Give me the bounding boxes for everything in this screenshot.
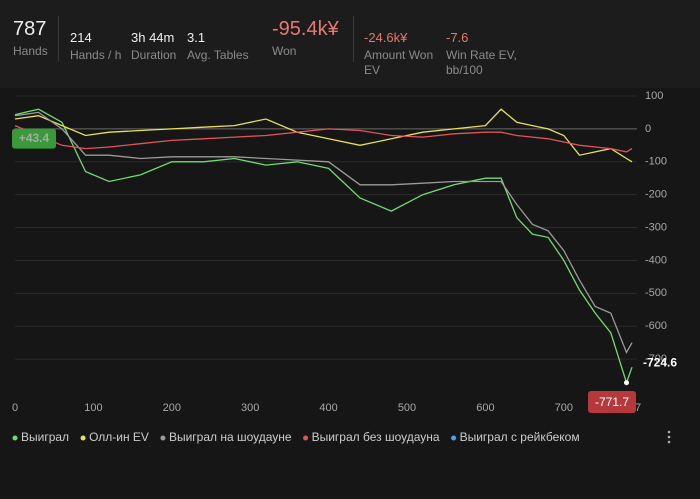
annotation-box: [12, 128, 56, 149]
stat: 3h 44m Duration: [131, 30, 176, 63]
stat-value: -95.4k¥: [272, 18, 339, 40]
stat-label: Avg. Tables: [187, 48, 249, 62]
x-tick-label: 0: [12, 402, 18, 414]
legend-dot: [303, 435, 309, 441]
stat-label: Won: [272, 44, 297, 58]
stat: 3.1 Avg. Tables: [187, 30, 249, 63]
separator: [58, 16, 59, 62]
legend-label: Выиграл: [21, 430, 69, 444]
x-tick-label: 200: [163, 402, 181, 414]
legend-item: Выиграл: [12, 430, 69, 444]
x-tick-label: 300: [241, 402, 259, 414]
stat-label: Win Rate EV, bb/100: [446, 48, 517, 77]
stat-value: 787: [13, 18, 47, 40]
stat: 787 Hands: [13, 18, 48, 59]
stat-value: -24.6k¥: [364, 30, 408, 45]
y-tick-label: -300: [645, 221, 667, 233]
stat-label: Hands: [13, 44, 48, 58]
legend-item: Выиграл с рейкбеком: [451, 430, 580, 444]
y-tick-label: -700: [645, 353, 667, 365]
series-line: [14, 108, 633, 163]
y-tick-label: 0: [645, 123, 651, 135]
legend-item: Олл-ин EV: [80, 430, 149, 444]
stat: 214 Hands / h: [70, 30, 121, 63]
y-tick-label: 100: [645, 90, 663, 102]
x-tick-label: 400: [319, 402, 337, 414]
annotation-box: [588, 391, 636, 413]
y-tick-label: -100: [645, 156, 667, 168]
annotation: -724.6: [643, 355, 677, 369]
stat-value: 3h 44m: [131, 30, 175, 45]
x-tick-label: 700: [555, 402, 573, 414]
x-tick-label: 100: [84, 402, 102, 414]
series-line: [14, 111, 633, 355]
stat: -7.6 Win Rate EV, bb/100: [446, 30, 520, 78]
stat: -24.6k¥ Amount Won EV: [364, 30, 442, 78]
y-tick-label: -400: [645, 254, 667, 266]
series-line: [14, 108, 633, 385]
stat-value: 214: [70, 30, 92, 45]
series-line: [14, 125, 633, 153]
legend-dot: [160, 435, 166, 441]
stat-label: Amount Won EV: [364, 48, 434, 77]
legend-label: Выиграл без шоудауна: [312, 430, 440, 444]
annotation: +43.4: [19, 131, 50, 145]
x-tick-label: 600: [476, 402, 494, 414]
more-menu[interactable]: [667, 430, 671, 444]
legend-item: Выиграл без шоудауна: [303, 430, 440, 444]
y-tick-label: -600: [645, 320, 667, 332]
y-tick-label: -200: [645, 189, 667, 201]
stat-label: Duration: [131, 48, 177, 62]
legend-label: Выиграл с рейкбеком: [460, 430, 580, 444]
x-tick-label: 500: [398, 402, 416, 414]
legend-label: Выиграл на шоудауне: [169, 430, 292, 444]
legend-dot: [451, 435, 457, 441]
separator: [353, 16, 354, 62]
annotation: -771.7: [595, 395, 629, 409]
y-tick-label: -500: [645, 287, 667, 299]
annotation-dot: [624, 380, 630, 386]
legend-label: Олл-ин EV: [89, 430, 149, 444]
legend-item: Выиграл на шоудауне: [160, 430, 292, 444]
stat-value: -7.6: [446, 30, 469, 45]
stat-value: 3.1: [187, 30, 206, 45]
legend-dot: [80, 435, 86, 441]
legend-dot: [12, 435, 18, 441]
stat-label: Hands / h: [70, 48, 122, 62]
stat: -95.4k¥ Won: [272, 18, 339, 59]
